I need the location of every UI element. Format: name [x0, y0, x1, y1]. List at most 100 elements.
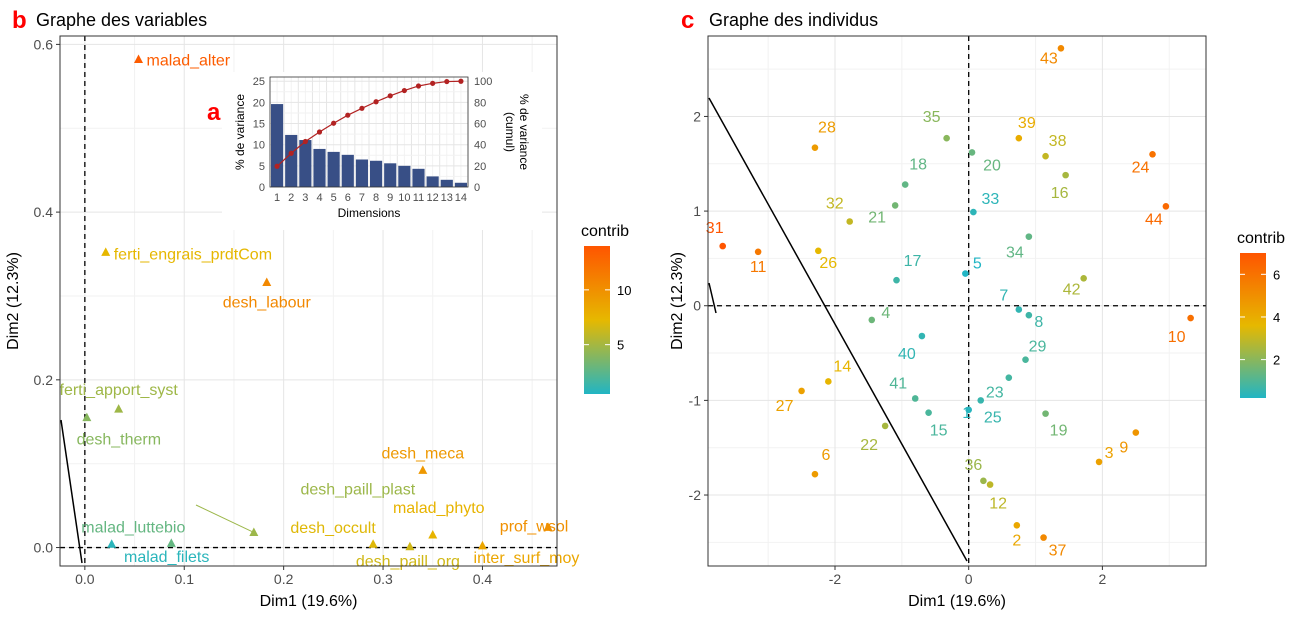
- diagonal-line: [60, 419, 83, 564]
- legend-tick-label: 10: [617, 283, 631, 298]
- point-marker: [881, 422, 889, 430]
- tick-label-y: 0: [693, 298, 701, 314]
- scree-inset: a 1 2 3 4 5 6 7 8 9 10 11 12 13 140510152025020406080…: [207, 72, 542, 230]
- point-label: 23: [986, 385, 1004, 402]
- point-marker: [114, 404, 124, 413]
- point-marker: [1187, 314, 1194, 322]
- point-label: 33: [981, 191, 999, 208]
- inset-cumul-point: [331, 120, 337, 126]
- point-label: 28: [818, 120, 836, 137]
- inset-bar: [341, 154, 354, 187]
- panel-a-letter: a: [207, 99, 221, 126]
- point-label: desh_meca: [381, 445, 464, 462]
- point-label: 32: [826, 196, 844, 213]
- point-label: 19: [1050, 423, 1068, 440]
- point-label: 1: [962, 405, 971, 422]
- inset-y-title: % de variance: [233, 94, 247, 170]
- inset-bar: [440, 179, 453, 187]
- point-label: 26: [819, 255, 837, 272]
- tick-label-x: 0.0: [75, 571, 95, 587]
- point-marker: [1080, 274, 1087, 282]
- point-label: 38: [1049, 133, 1067, 150]
- point-label: 44: [1145, 211, 1163, 228]
- point-marker: [868, 316, 876, 324]
- point-label: 3: [1105, 445, 1114, 462]
- point-marker: [1013, 522, 1021, 529]
- point-label: 35: [923, 109, 941, 126]
- point-marker: [1162, 203, 1170, 210]
- inset-y2-title: % de variance: [517, 94, 531, 170]
- point-label: inter_surf_moy: [474, 550, 580, 567]
- panel-b-title: Graphe des variables: [36, 10, 207, 30]
- point-marker: [1025, 233, 1033, 240]
- legend-tick-label: 2: [1273, 353, 1280, 368]
- legend-tick-label: 6: [1273, 267, 1280, 282]
- inset-tick-label-y: 0: [259, 182, 265, 194]
- inset-tick-label-x: 9: [387, 192, 393, 204]
- point-label: 9: [1119, 440, 1128, 457]
- point-marker: [1132, 429, 1140, 436]
- point-marker: [943, 134, 950, 142]
- point-label: 36: [965, 457, 983, 474]
- inset-tick-label-x: 5: [331, 192, 337, 204]
- point-label: malad_filets: [124, 549, 209, 566]
- inset-cumul-point: [345, 112, 351, 118]
- point-label: 39: [1018, 115, 1036, 132]
- point-label: 4: [881, 305, 890, 322]
- inset-tick-label-x: 13: [441, 192, 453, 204]
- legend-colorbar: [584, 246, 610, 394]
- point-label: 34: [1006, 245, 1024, 262]
- point-marker: [368, 539, 378, 548]
- legend-tick-label: 4: [1273, 310, 1280, 325]
- point-marker: [1095, 458, 1103, 466]
- inset-tick-label-x: 14: [455, 192, 467, 204]
- point-marker: [811, 144, 819, 151]
- point-marker: [825, 378, 832, 385]
- point-marker: [962, 270, 969, 277]
- inset-tick-label-y2: 80: [474, 97, 486, 109]
- point-label: 31: [706, 220, 724, 237]
- legend-variables: contrib 5 10: [581, 223, 631, 394]
- inset-cumul-point: [415, 83, 422, 89]
- tick-label-y: 0.2: [34, 372, 54, 388]
- inset-tick-label-y: 5: [259, 161, 265, 173]
- inset-tick-label-y2: 100: [474, 76, 492, 88]
- point-label: 29: [1029, 339, 1047, 356]
- point-marker: [1057, 45, 1065, 52]
- point-label: 40: [898, 346, 916, 363]
- point-marker: [107, 539, 117, 548]
- inset-bar: [454, 182, 467, 187]
- tick-label-y: -2: [689, 487, 702, 503]
- tick-label-x: -2: [829, 571, 842, 587]
- point-marker: [986, 481, 994, 488]
- panel-c-letter: c: [681, 7, 694, 34]
- legend-tick-label: 5: [617, 338, 624, 353]
- point-label: 7: [999, 288, 1008, 305]
- point-label: malad_phyto: [393, 500, 485, 517]
- point-label: 8: [1034, 314, 1043, 331]
- point-label: 15: [930, 423, 948, 440]
- inset-bar: [327, 151, 340, 187]
- point-marker: [1022, 356, 1029, 363]
- tick-label-y: 0.4: [34, 204, 54, 220]
- point-marker: [965, 406, 972, 414]
- inset-cumul-point: [274, 163, 280, 169]
- x-axis-title: Dim1 (19.6%): [908, 593, 1006, 610]
- inset-tick-label-x: 12: [427, 192, 439, 204]
- point-marker: [82, 412, 92, 422]
- diagonal-line: [708, 97, 968, 562]
- inset-bar: [271, 104, 284, 187]
- inset-cumul-point: [458, 78, 464, 84]
- tick-label-y: 0.6: [34, 36, 54, 52]
- inset-cumul-point: [359, 105, 365, 111]
- point-label: prof_wsol: [500, 518, 568, 535]
- point-label: 27: [776, 398, 794, 415]
- point-label: ferti_apport_syst: [60, 382, 179, 399]
- tick-label-y: -1: [689, 392, 702, 408]
- point-marker: [970, 208, 977, 216]
- inset-tick-label-y: 10: [253, 140, 265, 152]
- point-marker: [1005, 374, 1013, 381]
- legend-title: contrib: [1237, 230, 1285, 247]
